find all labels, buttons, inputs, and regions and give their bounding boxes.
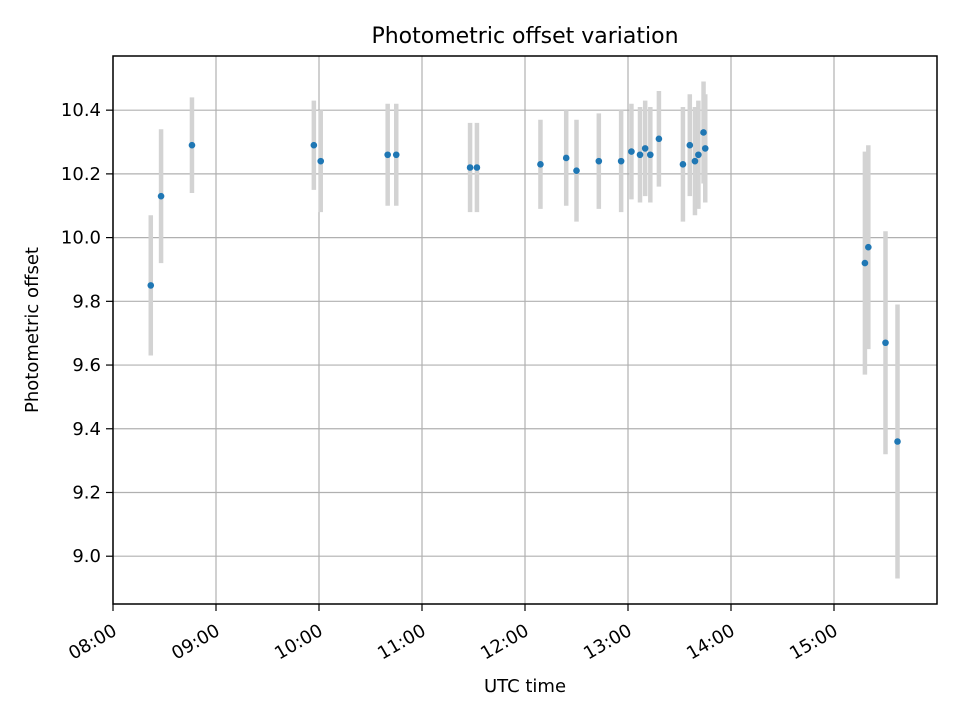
data-point: [188, 141, 196, 149]
data-point: [147, 282, 155, 289]
data-point: [679, 161, 687, 168]
data-point: [700, 129, 707, 136]
data-point: [157, 192, 165, 200]
data-point: [466, 164, 474, 171]
data-point: [861, 259, 869, 267]
y-tick-label: 9.6: [72, 355, 101, 376]
y-axis-ticks: 9.0 9.2 9.4 9.6 9.8 10.0 10.2 10.4: [61, 100, 113, 567]
data-point: [701, 145, 709, 152]
data-point: [641, 145, 649, 152]
grid-lines: [112, 56, 937, 604]
data-point: [894, 438, 901, 445]
data-point: [647, 151, 654, 159]
x-axis-label: UTC time: [484, 676, 566, 697]
data-point: [636, 151, 644, 159]
y-tick-label: 9.4: [72, 419, 101, 440]
data-point: [384, 151, 391, 159]
data-point: [317, 157, 325, 165]
y-axis-label: Photometric offset: [22, 247, 43, 413]
data-points: [147, 129, 901, 445]
y-tick-label: 10.0: [61, 228, 101, 249]
data-point: [595, 157, 603, 165]
y-tick-label: 10.4: [61, 100, 101, 121]
data-point: [691, 157, 699, 165]
y-tick-label: 10.2: [61, 164, 101, 185]
data-point: [655, 135, 663, 143]
data-point: [310, 141, 318, 149]
data-point: [392, 151, 400, 159]
data-point: [695, 151, 702, 159]
y-tick-label: 9.0: [72, 546, 101, 567]
data-point: [617, 157, 625, 165]
data-point: [865, 243, 872, 251]
data-point: [562, 154, 570, 162]
data-point: [573, 167, 580, 174]
data-point: [882, 339, 889, 347]
data-point: [686, 141, 694, 149]
y-tick-label: 9.8: [72, 291, 101, 312]
data-point: [473, 164, 481, 171]
y-tick-label: 9.2: [72, 482, 101, 503]
data-point: [537, 161, 544, 168]
data-point: [628, 148, 635, 155]
chart-title: Photometric offset variation: [371, 24, 678, 49]
